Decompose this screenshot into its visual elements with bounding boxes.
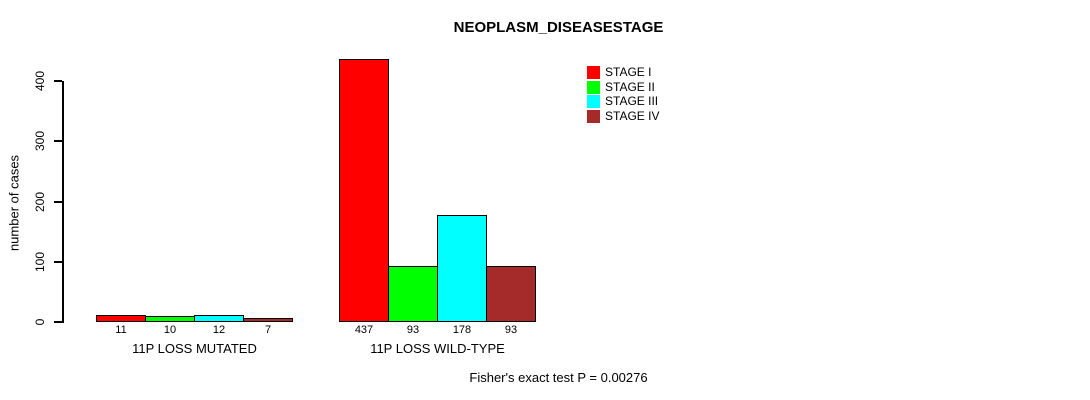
legend-item-stage-iii: STAGE III — [587, 95, 659, 108]
y-tick-0 — [54, 321, 62, 323]
legend-item-stage-iv: STAGE IV — [587, 108, 660, 123]
bar-value-stage-i-11p-loss-mutated: 11 — [115, 324, 127, 336]
legend-item-stage-ii: STAGE II — [587, 79, 659, 94]
bar-value-stage-iii-11p-loss-wild-type: 178 — [452, 324, 472, 336]
y-tick-label-0: 0 — [33, 318, 47, 326]
bar-value-stage-ii-11p-loss-wild-type: 93 — [406, 324, 420, 336]
y-axis-line — [62, 81, 64, 323]
bar-stage-ii-11p-loss-mutated — [145, 316, 195, 322]
bar-stage-iv-11p-loss-mutated — [243, 318, 293, 322]
bar-stage-ii-11p-loss-wild-type — [388, 266, 438, 322]
y-axis-title: number of cases — [6, 154, 22, 252]
legend-label-stage-ii: STAGE II — [605, 79, 655, 94]
legend-swatch-stage-ii — [587, 80, 600, 94]
bar-stage-i-11p-loss-mutated — [96, 315, 146, 322]
bar-stage-iii-11p-loss-mutated — [194, 315, 244, 322]
y-tick-300 — [54, 140, 62, 142]
bar-stage-iv-11p-loss-wild-type — [486, 266, 536, 322]
group-label-11p-loss-wild-type: 11P LOSS WILD-TYPE — [370, 341, 505, 356]
y-tick-label-100: 100 — [33, 251, 47, 273]
bar-value-stage-i-11p-loss-wild-type: 437 — [354, 324, 374, 336]
legend: STAGE I STAGE II STAGE III STAGE IV — [587, 66, 659, 124]
y-tick-label-400: 400 — [33, 70, 47, 92]
bar-value-stage-iv-11p-loss-wild-type: 93 — [504, 324, 518, 336]
y-tick-200 — [54, 201, 62, 203]
legend-swatch-stage-iii — [587, 95, 600, 108]
y-tick-400 — [54, 80, 62, 82]
bar-value-stage-iv-11p-loss-mutated: 7 — [264, 324, 272, 336]
bar-value-stage-iii-11p-loss-mutated: 12 — [212, 324, 226, 336]
bar-value-stage-ii-11p-loss-mutated: 10 — [163, 324, 177, 336]
bar-stage-iii-11p-loss-wild-type — [437, 215, 487, 322]
legend-item-stage-i: STAGE I — [587, 66, 659, 79]
bar-stage-i-11p-loss-wild-type — [339, 59, 389, 322]
y-tick-label-300: 300 — [33, 130, 47, 152]
legend-swatch-stage-i — [587, 66, 600, 79]
stat-annotation: Fisher's exact test P = 0.00276 — [469, 370, 648, 385]
y-tick-label-200: 200 — [33, 191, 47, 213]
legend-swatch-stage-iv — [587, 109, 600, 123]
legend-label-stage-iii: STAGE III — [605, 94, 659, 108]
legend-label-stage-i: STAGE I — [605, 65, 652, 79]
group-label-11p-loss-mutated: 11P LOSS MUTATED — [132, 341, 257, 356]
y-tick-100 — [54, 261, 62, 263]
chart-title: NEOPLASM_DISEASESTAGE — [453, 19, 664, 36]
legend-label-stage-iv: STAGE IV — [605, 108, 660, 123]
